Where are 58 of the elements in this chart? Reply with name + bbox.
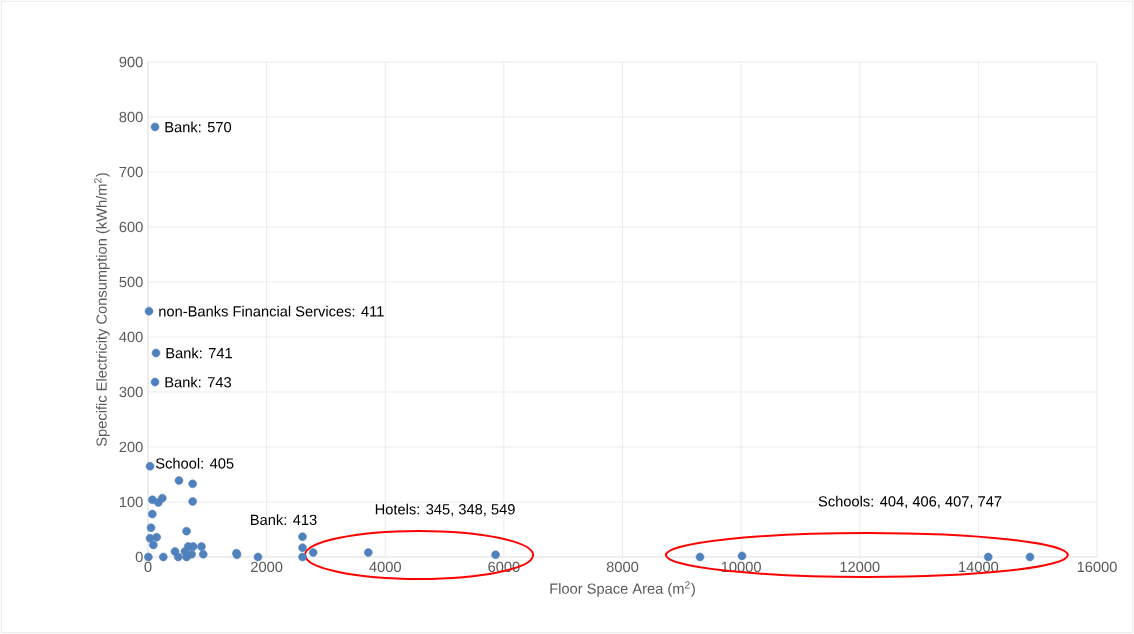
annotation: Schools: 404, 406, 407, 747	[818, 495, 1002, 509]
y-tick-label: 500	[119, 276, 143, 288]
point	[149, 540, 158, 550]
annotation: Bank: 570	[165, 121, 232, 133]
annotation: School: 405	[155, 457, 234, 469]
annotation: Bank: 413	[251, 514, 317, 526]
point	[695, 552, 705, 562]
point	[151, 348, 161, 358]
point	[159, 552, 168, 562]
point	[188, 497, 197, 506]
y-tick-label: 300	[119, 386, 143, 398]
point	[182, 526, 191, 536]
y-tick-label: 800	[119, 111, 143, 123]
y-axis-title: Specific Electricity Consumption (kWh/m$^{2}$)	[94, 173, 110, 447]
point	[983, 552, 993, 562]
x-tick-label: 2000	[251, 561, 283, 573]
x-axis-title: Floor Space Area (m$^{2}$)	[550, 581, 695, 597]
x-tick-label: 14000	[959, 561, 999, 573]
x-tick-label: 16000	[1077, 561, 1117, 573]
point	[1025, 552, 1035, 562]
point	[491, 550, 500, 560]
point	[174, 476, 184, 485]
x-tick-label: 12000	[840, 561, 880, 573]
y-tick-label: 900	[119, 56, 143, 68]
point	[188, 479, 197, 489]
annotation: Bank: 743	[165, 376, 232, 388]
point	[197, 542, 206, 551]
point	[150, 377, 160, 387]
point	[308, 548, 318, 557]
y-tick-label: 600	[119, 221, 143, 233]
point	[144, 552, 153, 562]
annotation: Hotels: 345, 348, 549	[375, 503, 515, 517]
point	[173, 552, 183, 562]
point	[253, 552, 263, 562]
annotation: non-Banks Financial Services: 411	[159, 305, 384, 317]
point	[737, 551, 747, 561]
point	[364, 548, 373, 557]
point	[152, 532, 161, 542]
point	[198, 549, 208, 559]
point	[298, 543, 307, 552]
point	[146, 523, 156, 533]
point	[145, 461, 155, 471]
y-tick-label: 400	[119, 331, 143, 343]
point	[148, 509, 157, 519]
x-tick-label: 4000	[369, 561, 401, 573]
point	[158, 493, 167, 503]
y-tick-label: 200	[119, 441, 143, 453]
point	[298, 532, 307, 541]
point	[298, 552, 307, 562]
y-tick-label: 700	[119, 166, 143, 178]
x-tick-label: 0	[144, 561, 152, 573]
point	[187, 549, 196, 559]
y-tick-label: 0	[135, 551, 143, 563]
y-tick-label: 100	[119, 496, 143, 508]
x-tick-label: 8000	[606, 561, 639, 573]
point	[150, 122, 160, 132]
annotation: Bank: 741	[166, 347, 232, 359]
point	[144, 306, 154, 316]
